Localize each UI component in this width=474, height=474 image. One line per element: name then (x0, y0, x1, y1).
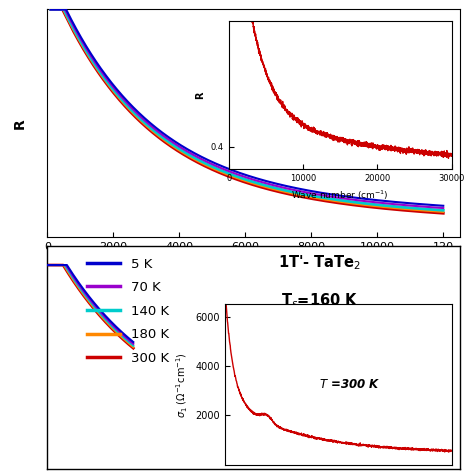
X-axis label: Wave number (cm$^{-1}$): Wave number (cm$^{-1}$) (164, 257, 344, 278)
Y-axis label: R: R (13, 118, 27, 128)
Legend: 5 K, 70 K, 140 K, 180 K, 300 K: 5 K, 70 K, 140 K, 180 K, 300 K (87, 257, 169, 365)
Text: 1T'- TaTe$_2$: 1T'- TaTe$_2$ (278, 253, 361, 272)
Text: T$_s$=160 K: T$_s$=160 K (281, 291, 358, 310)
